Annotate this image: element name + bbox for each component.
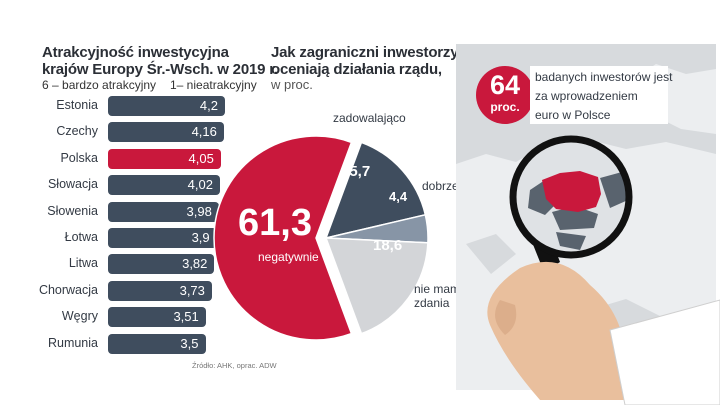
bar: 4,16 [108,122,224,143]
bar-chart-title-line2: krajów Europy Śr.-Wsch. w 2019 r. [42,61,278,78]
bar-chart-title-line1: Atrakcyjność inwestycyjna [42,44,229,61]
bar-category-label: Chorwacja [38,282,98,297]
pie-slice-negatywnie [213,135,353,341]
callout-line2: za wprowadzeniem [535,89,638,103]
bar: 3,9 [108,228,217,248]
bar-row: Węgry 3,51 [0,307,230,328]
bar-row: Chorwacja 3,73 [0,280,230,301]
bar-chart-title: Atrakcyjność inwestycyjna krajów Europy … [42,44,278,78]
magnifier-rim [509,135,633,259]
callout-line3: euro w Polsce [535,108,611,122]
thumb-shape [495,300,517,335]
pie-chart-title-line1: Jak zagraniczni inwestorzy [271,44,459,61]
neighbour-country [552,206,598,230]
callout-text-box [530,66,668,124]
bar-value-label: 3,82 [182,256,208,272]
bar-value-label: 3,5 [180,335,199,351]
bar-row: Łotwa 3,9 [0,228,230,248]
poland-shape [542,171,601,212]
pie-slice-zadowalająco [324,141,427,240]
scale-legend-low: 1– nieatrakcyjny [170,78,257,92]
slice-value-nie-mam-zdania: 18,6 [373,237,403,254]
bar-value-label: 4,16 [191,124,217,140]
callout-unit: proc. [490,100,520,114]
bar-row: Słowacja 4,02 [0,175,230,196]
scale-legend-high: 6 – bardzo atrakcyjny [42,78,157,92]
pie-chart-title-line2: oceniają działania rządu, [271,61,442,78]
slice-label-nie-mam-zdania-2: zdania [414,296,450,310]
slice-value-zadowalajaco: 15,7 [341,163,371,180]
pie-slice-nie-mam-zdania [324,237,429,335]
bar-value-label: 3,73 [179,282,205,298]
bar-row: Estonia 4,2 [0,96,230,116]
bar-value-label: 4,2 [199,98,218,113]
bar: 4,02 [108,175,220,196]
bar-category-label: Rumunia [47,335,98,350]
lens-map [528,171,628,250]
bar: 4,2 [108,96,225,116]
pie-chart-unit: w proc. [271,77,313,92]
bar-category-label: Litwa [68,256,98,271]
bar-value-label: 4,02 [187,177,213,193]
source-note: Źródło: AHK, oprac. ADW [192,361,277,370]
bar-category-label: Węgry [61,309,98,324]
bar-value-label: 3,9 [191,230,210,245]
bar: 3,51 [108,307,206,328]
bar-row: Polska 4,05 [0,148,230,169]
bar: 3,5 [108,333,206,354]
slice-value-dobrze: 4,4 [389,189,408,204]
pie-chart-title: Jak zagraniczni inwestorzy oceniają dzia… [271,44,459,78]
bar-row: Słowenia 3,98 [0,201,230,222]
bar-category-label: Polska [60,150,98,165]
bar-value-label: 4,05 [188,150,214,166]
bar-row: Czechy 4,16 [0,122,230,143]
callout-line1: badanych inwestorów jest [535,70,673,84]
slice-value-negatywnie: 61,3 [238,202,312,244]
hand-shape [487,261,625,400]
bar: 4,05 [108,148,221,169]
bar-row: Litwa 3,82 [0,254,230,275]
bar-category-label: Czechy [56,124,98,139]
bar: 3,98 [108,201,219,222]
bar: 3,73 [108,280,212,301]
neighbour-country [556,232,586,250]
slice-label-nie-mam-zdania-1: nie mam [414,282,461,296]
land-shape [466,234,516,274]
callout-badge: 64 proc. [476,66,534,124]
bar-row: Rumunia 3,5 [0,333,230,354]
bar-category-label: Słowacja [47,177,98,192]
slice-label-negatywnie: negatywnie [258,250,319,264]
bar-category-label: Słowenia [47,203,98,218]
callout-number: 64 [489,70,521,100]
sleeve-shape [609,299,720,405]
bar: 3,82 [108,254,215,275]
bar-category-label: Łotwa [64,230,98,244]
neighbour-country [600,172,628,208]
bar-value-label: 3,51 [173,309,199,325]
bar-value-label: 3,98 [186,203,212,219]
slice-label-dobrze: dobrze [422,179,459,193]
slice-label-zadowalajaco: zadowalająco [333,111,406,125]
bar-category-label: Estonia [56,98,98,112]
